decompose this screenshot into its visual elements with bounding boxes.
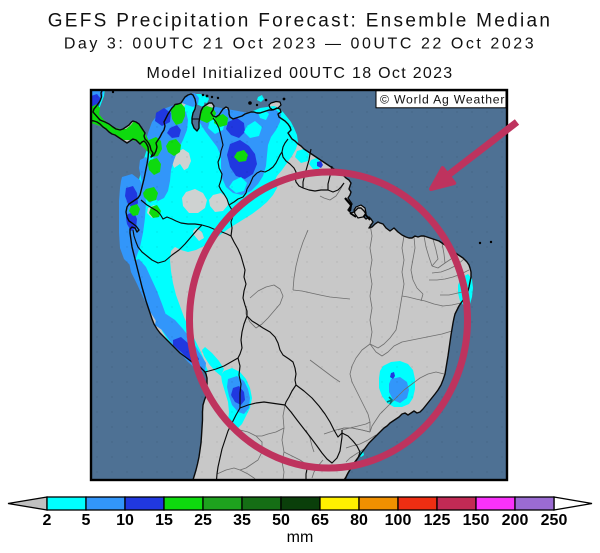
svg-text:15: 15 bbox=[155, 512, 173, 529]
svg-text:5: 5 bbox=[82, 512, 91, 529]
svg-text:Day 3: 00UTC 21 Oct 2023 — 00U: Day 3: 00UTC 21 Oct 2023 — 00UTC 22 Oct … bbox=[64, 35, 536, 52]
svg-text:Model Initialized 00UTC 18 Oct: Model Initialized 00UTC 18 Oct 2023 bbox=[147, 65, 454, 82]
svg-text:200: 200 bbox=[502, 512, 529, 529]
svg-text:80: 80 bbox=[350, 512, 368, 529]
svg-text:125: 125 bbox=[424, 512, 451, 529]
svg-text:GEFS Precipitation Forecast: E: GEFS Precipitation Forecast: Ensemble Me… bbox=[48, 11, 553, 32]
svg-text:10: 10 bbox=[116, 512, 134, 529]
svg-text:35: 35 bbox=[233, 512, 251, 529]
svg-text:50: 50 bbox=[272, 512, 290, 529]
svg-text:150: 150 bbox=[463, 512, 490, 529]
svg-text:65: 65 bbox=[311, 512, 329, 529]
svg-text:mm: mm bbox=[287, 529, 314, 546]
svg-text:100: 100 bbox=[385, 512, 412, 529]
svg-text:2: 2 bbox=[43, 512, 52, 529]
svg-text:250: 250 bbox=[541, 512, 568, 529]
svg-text:25: 25 bbox=[194, 512, 212, 529]
svg-text:© World Ag Weather: © World Ag Weather bbox=[380, 93, 505, 107]
